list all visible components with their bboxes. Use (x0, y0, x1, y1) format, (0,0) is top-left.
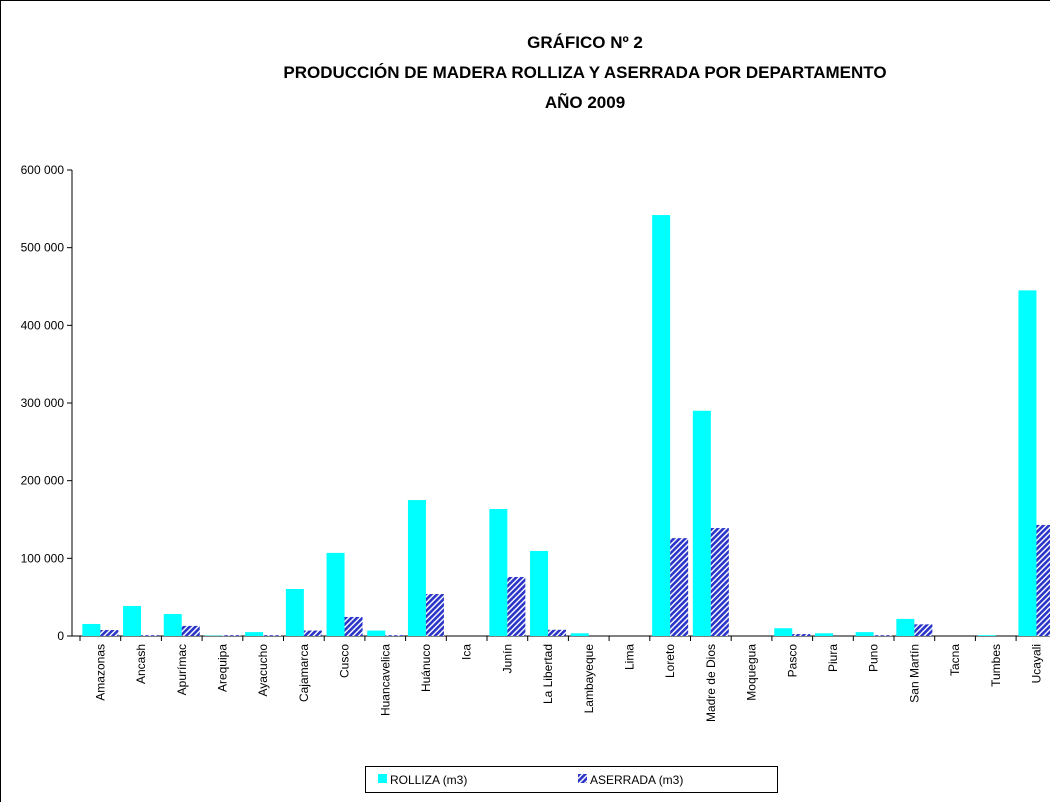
x-tick-label: Loreto (663, 644, 677, 678)
bar (792, 634, 811, 636)
x-tick-label: Cajamarca (297, 644, 311, 702)
x-tick-label: Pasco (785, 644, 799, 678)
chart-title: GRÁFICO Nº 2 (527, 33, 643, 52)
y-tick-label: 0 (57, 629, 64, 643)
legend-box (365, 766, 778, 793)
bar (344, 616, 363, 636)
x-tick-label: Lima (622, 644, 636, 670)
bar (914, 624, 933, 636)
chart-title: PRODUCCIÓN DE MADERA ROLLIZA Y ASERRADA … (283, 63, 886, 82)
y-tick-label: 400 000 (21, 318, 65, 332)
bar (489, 509, 508, 636)
y-tick-label: 200 000 (21, 474, 65, 488)
x-tick-label: La Libertad (541, 644, 555, 704)
bar (425, 594, 444, 636)
bar (896, 618, 915, 636)
x-tick-label: Ancash (134, 644, 148, 684)
bar (570, 633, 589, 636)
bar (710, 528, 729, 636)
x-tick-label: Ucayali (1029, 644, 1043, 683)
bar (507, 576, 526, 636)
legend-swatch (378, 774, 387, 783)
x-tick-label: Ayacucho (256, 644, 270, 697)
x-tick-label: Puno (867, 644, 881, 672)
x-tick-label: Lambayeque (582, 644, 596, 714)
legend-label: ROLLIZA (m3) (390, 773, 467, 787)
y-tick-label: 600 000 (21, 163, 65, 177)
bar (814, 633, 833, 636)
bar (100, 630, 119, 636)
bar (855, 632, 874, 636)
bar (82, 623, 101, 636)
legend: ROLLIZA (m3) ASERRADA (m3) (365, 766, 778, 793)
bar (652, 215, 671, 636)
x-tick-label: Madre de Dios (704, 644, 718, 722)
bar (407, 500, 426, 636)
x-tick-label: Arequipa (215, 644, 229, 692)
legend-swatch (578, 774, 587, 783)
bar (873, 635, 892, 636)
bar (222, 635, 241, 636)
bar (141, 635, 160, 636)
x-tick-label: Junín (500, 644, 514, 673)
y-tick-label: 500 000 (21, 241, 65, 255)
x-tick-label: Cusco (338, 644, 352, 678)
bar (530, 550, 549, 636)
x-tick-label: Tumbes (989, 644, 1003, 687)
bar (692, 410, 711, 636)
y-tick-label: 100 000 (21, 551, 65, 565)
bar (263, 635, 282, 636)
bar (670, 538, 689, 636)
bar (548, 629, 567, 636)
bar (774, 628, 793, 636)
bar (181, 625, 200, 636)
bar (977, 635, 996, 636)
bar (1036, 524, 1050, 636)
x-tick-label: Piura (826, 644, 840, 672)
bar (245, 632, 264, 636)
x-tick-label: San Martín (907, 644, 921, 703)
x-tick-label: Moquegua (745, 644, 759, 701)
bar (1018, 290, 1037, 636)
x-tick-label: Huánuco (419, 644, 433, 692)
title: GRÁFICO Nº 2 PRODUCCIÓN DE MADERA ROLLIZ… (283, 33, 886, 112)
bar (285, 589, 304, 636)
y-tick-label: 300 000 (21, 396, 65, 410)
x-tick-label: Huancavelica (378, 644, 392, 716)
x-tick-label: Apurímac (175, 644, 189, 695)
x-tick-label: Amazonas (93, 644, 107, 701)
bar (163, 614, 182, 636)
legend-label: ASERRADA (m3) (590, 773, 683, 787)
x-tick-label: Ica (460, 644, 474, 660)
bar (123, 606, 142, 636)
bar (326, 552, 345, 636)
chart-title: AÑO 2009 (545, 92, 625, 112)
x-tick-label: Tacna (948, 644, 962, 676)
bar (367, 630, 386, 636)
bar (385, 635, 404, 636)
bar (303, 630, 322, 636)
